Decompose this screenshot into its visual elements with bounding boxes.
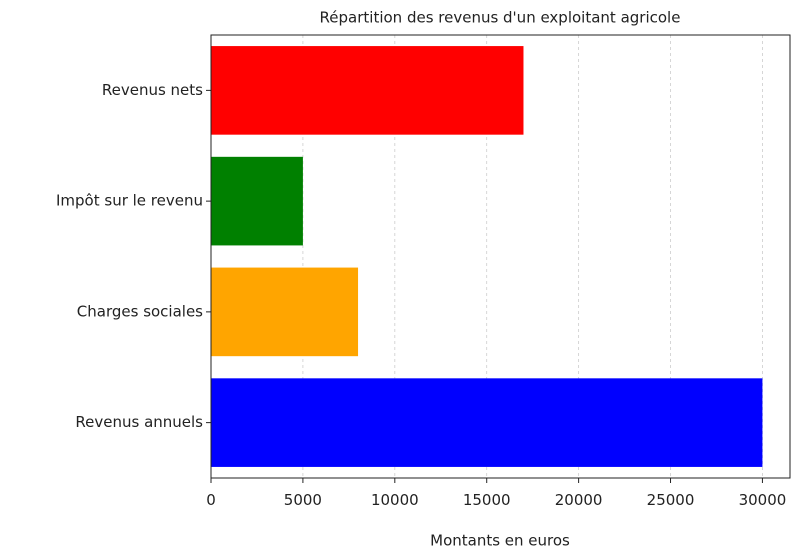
y-tick-label: Impôt sur le revenu xyxy=(56,192,203,210)
x-axis-label: Montants en euros xyxy=(430,532,570,550)
x-tick-label: 25000 xyxy=(647,491,695,509)
chart-title: Répartition des revenus d'un exploitant … xyxy=(320,9,681,27)
bar xyxy=(211,156,303,246)
y-tick-label: Charges sociales xyxy=(77,302,203,320)
x-tick-label: 5000 xyxy=(284,491,322,509)
bar xyxy=(211,267,359,357)
bar xyxy=(211,378,763,467)
x-tick-label: 0 xyxy=(206,491,216,509)
bar xyxy=(211,46,524,135)
y-tick-label: Revenus annuels xyxy=(75,413,203,431)
x-tick-label: 30000 xyxy=(739,491,787,509)
x-tick-label: 10000 xyxy=(371,491,419,509)
plot-frame xyxy=(210,34,791,479)
x-tick-label: 15000 xyxy=(463,491,511,509)
y-tick-label: Revenus nets xyxy=(102,81,203,99)
x-tick-label: 20000 xyxy=(555,491,603,509)
